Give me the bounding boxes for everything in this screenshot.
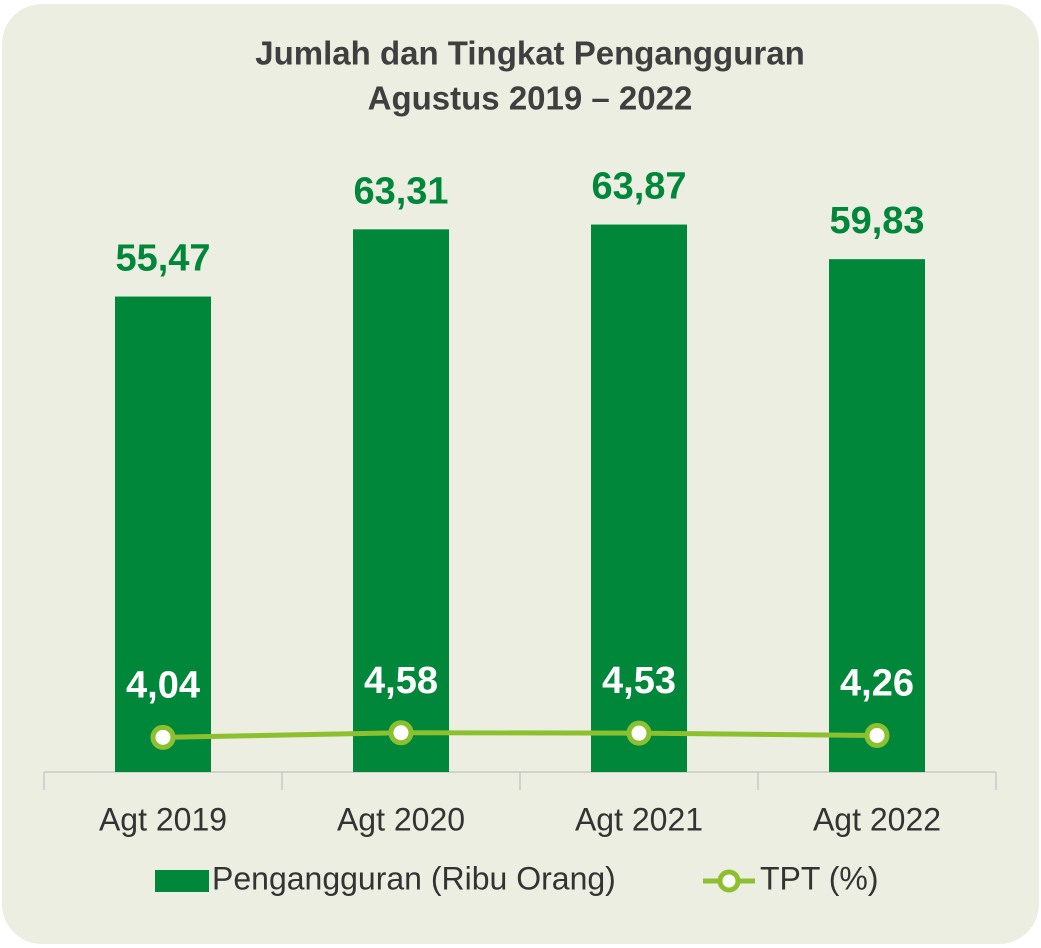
value-label: 4,53 xyxy=(602,660,676,702)
value-label: 4,58 xyxy=(364,660,438,702)
legend-label: Pengangguran (Ribu Orang) xyxy=(212,860,616,896)
line-marker xyxy=(388,720,414,746)
x-tick-label: Agt 2022 xyxy=(813,801,941,837)
panel xyxy=(2,4,1039,944)
x-tick-label: Agt 2020 xyxy=(337,801,465,837)
legend-swatch xyxy=(155,870,209,892)
value-label: 55,47 xyxy=(115,238,210,280)
bar xyxy=(115,296,211,772)
x-tick-label: Agt 2019 xyxy=(99,801,227,837)
value-label: 4,04 xyxy=(126,664,200,706)
chart-title: Jumlah dan Tingkat Pengangguran xyxy=(255,35,804,72)
legend-marker xyxy=(717,869,741,893)
value-label: 4,26 xyxy=(840,663,914,705)
bar xyxy=(591,224,687,773)
line-marker xyxy=(150,724,176,750)
value-label: 63,31 xyxy=(353,170,448,212)
value-label: 63,87 xyxy=(591,166,686,208)
legend-label: TPT (%) xyxy=(760,860,879,896)
chart-subtitle: Agustus 2019 – 2022 xyxy=(368,80,693,117)
line xyxy=(162,730,878,740)
value-label: 59,83 xyxy=(829,200,924,242)
x-tick-label: Agt 2021 xyxy=(575,801,703,837)
bar xyxy=(353,229,449,773)
bar xyxy=(829,259,925,773)
line-marker xyxy=(864,722,890,748)
line-marker xyxy=(626,720,652,746)
